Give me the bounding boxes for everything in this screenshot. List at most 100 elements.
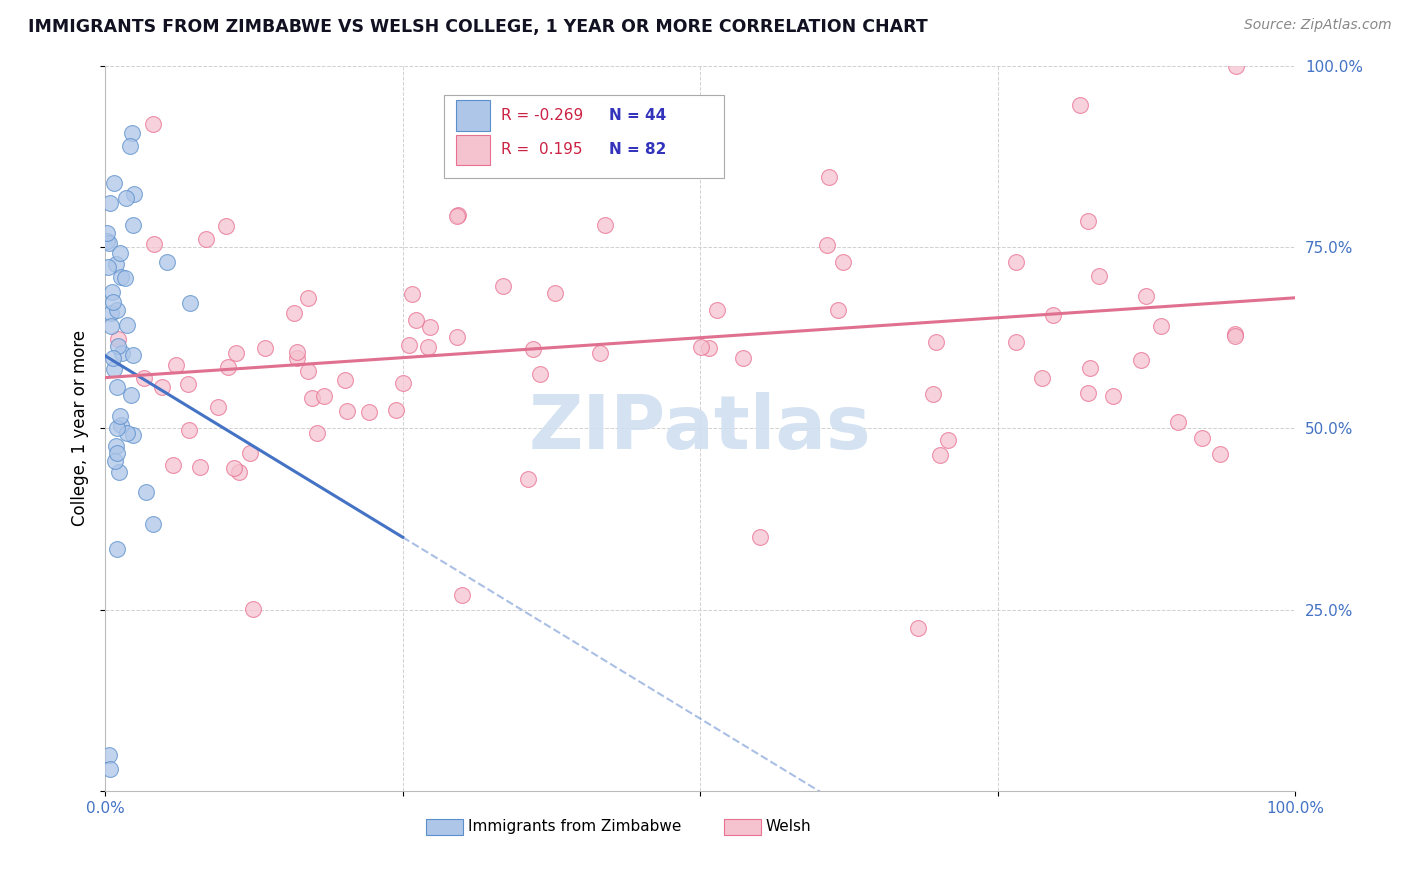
Point [335, 373, 357, 387]
Point [239, 445, 262, 459]
Point [297, 364, 319, 378]
Point [405, 313, 427, 327]
Point [593, 218, 616, 232]
Point [1031, 371, 1053, 385]
Point [121, 126, 143, 140]
Point [1150, 319, 1173, 334]
Point [242, 602, 264, 616]
Point [142, 237, 165, 252]
Point [689, 340, 711, 354]
Point [936, 433, 959, 447]
Point [188, 460, 211, 475]
Text: ZIPatlas: ZIPatlas [529, 392, 872, 465]
Point [100, 319, 122, 334]
Point [104, 439, 127, 453]
Point [165, 359, 187, 373]
Point [97, 747, 120, 762]
Point [162, 458, 184, 473]
Point [120, 387, 142, 401]
Point [107, 332, 129, 346]
FancyBboxPatch shape [444, 95, 724, 178]
Point [103, 361, 125, 376]
Point [1209, 447, 1232, 461]
Point [925, 335, 948, 350]
Point [98, 236, 121, 251]
Point [398, 337, 420, 351]
Point [529, 367, 551, 381]
Point [384, 403, 406, 417]
Point [1135, 289, 1157, 303]
Point [195, 232, 218, 246]
Point [142, 516, 165, 531]
Point [98, 763, 121, 777]
Text: R = -0.269: R = -0.269 [502, 108, 583, 123]
Point [176, 376, 198, 391]
Point [522, 342, 544, 356]
Point [105, 445, 128, 459]
Point [451, 588, 474, 602]
Point [115, 318, 138, 333]
Point [222, 461, 245, 475]
Point [1042, 308, 1064, 322]
Point [253, 341, 276, 355]
FancyBboxPatch shape [456, 101, 489, 131]
Point [1129, 353, 1152, 368]
Text: Immigrants from Zimbabwe: Immigrants from Zimbabwe [468, 819, 682, 834]
Point [731, 351, 754, 365]
Point [105, 302, 128, 317]
Point [115, 426, 138, 441]
Text: N = 82: N = 82 [609, 142, 666, 157]
Point [1005, 255, 1028, 269]
Point [305, 426, 328, 441]
Point [103, 351, 125, 366]
Point [815, 237, 838, 252]
Point [122, 427, 145, 442]
Point [589, 345, 612, 359]
Point [135, 485, 157, 500]
Point [110, 417, 132, 432]
Point [447, 208, 470, 222]
Point [283, 306, 305, 320]
Point [1076, 214, 1098, 228]
Point [215, 219, 238, 233]
Point [392, 376, 415, 391]
Point [177, 423, 200, 437]
Point [418, 319, 440, 334]
Point [142, 117, 165, 131]
Point [101, 285, 124, 299]
Point [446, 210, 468, 224]
Point [706, 303, 728, 318]
Point [827, 302, 849, 317]
Point [314, 389, 336, 403]
Point [228, 465, 250, 479]
Point [1167, 415, 1189, 429]
Point [285, 344, 308, 359]
Point [336, 404, 359, 418]
Point [922, 387, 945, 401]
Point [217, 360, 239, 375]
Point [929, 449, 952, 463]
Point [134, 371, 156, 385]
Point [110, 269, 132, 284]
Point [101, 294, 124, 309]
Point [1088, 268, 1111, 283]
Point [225, 346, 247, 360]
Point [418, 340, 440, 354]
Point [446, 330, 468, 344]
Text: Source: ZipAtlas.com: Source: ZipAtlas.com [1244, 18, 1392, 32]
FancyBboxPatch shape [724, 819, 761, 835]
Point [118, 139, 141, 153]
Point [179, 296, 201, 310]
Point [1077, 386, 1099, 401]
Point [1223, 329, 1246, 343]
Point [1101, 389, 1123, 403]
Point [359, 405, 381, 419]
Point [156, 255, 179, 269]
Point [818, 169, 841, 184]
Point [517, 472, 540, 486]
Y-axis label: College, 1 year or more: College, 1 year or more [72, 330, 89, 526]
Point [832, 254, 855, 268]
Point [297, 291, 319, 305]
Text: Welsh: Welsh [766, 819, 811, 834]
Point [1069, 97, 1091, 112]
